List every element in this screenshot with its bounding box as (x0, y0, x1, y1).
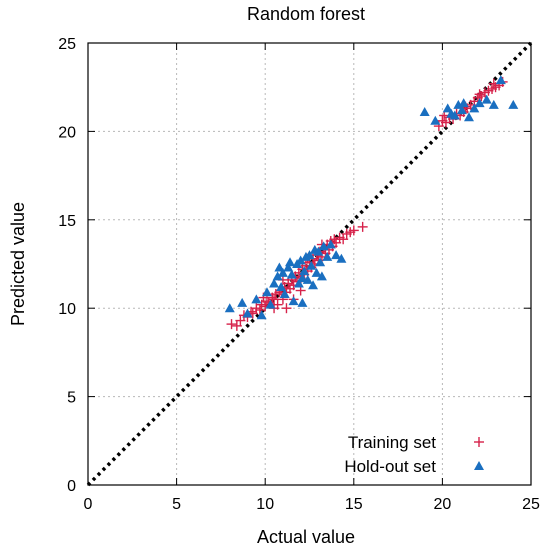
plot-frame (87, 42, 532, 486)
holdout-point (283, 262, 294, 272)
x-axis-label: Actual value (257, 527, 355, 547)
training-point (348, 225, 359, 236)
y-tick-label: 5 (67, 390, 76, 407)
x-tick-label: 15 (345, 496, 363, 513)
x-tick-label: 10 (256, 496, 274, 513)
training-point (235, 315, 246, 326)
legend: Training set Hold-out set (344, 433, 484, 476)
holdout-point (269, 278, 280, 288)
holdout-point (449, 110, 460, 120)
holdout-point (304, 250, 315, 260)
holdout-point (256, 310, 267, 320)
holdout-point (495, 75, 506, 85)
holdout-point (224, 303, 235, 313)
holdout-point (322, 251, 333, 261)
holdout-point (285, 257, 296, 267)
x-tick-label: 20 (434, 496, 452, 513)
holdout-point (276, 281, 287, 291)
holdout-point (481, 94, 492, 104)
holdout-point (331, 250, 342, 260)
training-point (331, 237, 342, 248)
training-point (357, 221, 368, 232)
holdout-point (295, 255, 306, 265)
holdout-point (463, 112, 474, 122)
training-point (231, 320, 242, 331)
training-point (226, 319, 237, 330)
holdout-point (430, 115, 441, 125)
holdout-point (237, 297, 248, 307)
holdout-point (251, 294, 262, 304)
holdout-point (336, 253, 347, 263)
x-tick-label: 0 (84, 496, 93, 513)
holdout-point (297, 273, 308, 283)
holdout-point (286, 269, 297, 279)
legend-label-training: Training set (348, 433, 436, 452)
holdout-point (311, 267, 322, 277)
holdout-point (261, 287, 272, 297)
holdout-point (272, 271, 283, 281)
holdout-point (458, 98, 469, 108)
holdout-point (508, 99, 519, 109)
holdout-point (299, 266, 310, 276)
holdout-point (297, 297, 308, 307)
holdout-point (488, 99, 499, 109)
legend-label-holdout: Hold-out set (344, 457, 436, 476)
holdout-point (306, 260, 317, 270)
x-tick-label: 5 (172, 496, 181, 513)
holdout-point (313, 246, 324, 256)
holdout-point (442, 103, 453, 113)
training-point (338, 234, 349, 245)
grid-lines (88, 43, 531, 485)
holdout-point (277, 267, 288, 277)
data-points (224, 75, 519, 331)
legend-marker-training (474, 437, 484, 447)
holdout-point (279, 289, 290, 299)
holdout-point (242, 308, 253, 318)
holdout-point (474, 98, 485, 108)
y-axis-label: Predicted value (8, 202, 28, 326)
holdout-point (265, 299, 276, 309)
y-tick-label: 20 (58, 124, 76, 141)
holdout-point (288, 296, 299, 306)
y-tick-label: 25 (58, 36, 76, 53)
holdout-point (325, 239, 336, 249)
training-point (254, 304, 265, 315)
holdout-point (469, 103, 480, 113)
holdout-point (293, 278, 304, 288)
training-point (281, 303, 292, 314)
y-tick-label: 0 (67, 478, 76, 495)
x-tick-label: 25 (522, 496, 540, 513)
training-point (474, 89, 485, 100)
holdout-point (456, 105, 467, 115)
holdout-point (316, 271, 327, 281)
training-point (269, 294, 280, 305)
holdout-point (419, 106, 430, 116)
y-tick-label: 15 (58, 213, 76, 230)
legend-marker-holdout (474, 461, 484, 470)
chart-title: Random forest (247, 4, 365, 24)
holdout-point (315, 257, 326, 267)
holdout-point (274, 262, 285, 272)
holdout-point (308, 280, 319, 290)
training-point (440, 117, 451, 128)
y-tick-label: 10 (58, 301, 76, 318)
axis-ticks: 0 5 10 15 20 25 0 5 10 15 20 25 (58, 36, 540, 513)
